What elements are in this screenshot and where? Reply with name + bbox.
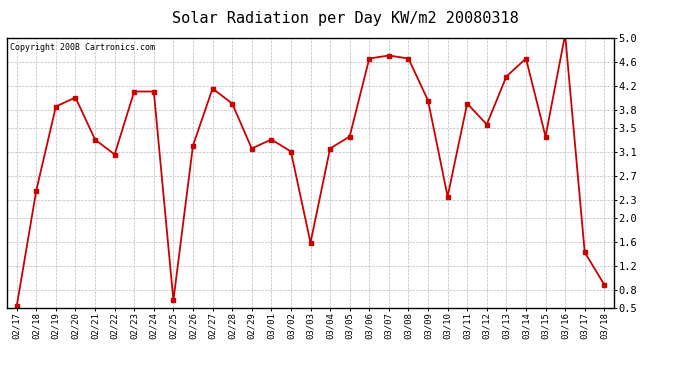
Text: Solar Radiation per Day KW/m2 20080318: Solar Radiation per Day KW/m2 20080318 xyxy=(172,11,518,26)
Text: Copyright 2008 Cartronics.com: Copyright 2008 Cartronics.com xyxy=(10,43,155,52)
